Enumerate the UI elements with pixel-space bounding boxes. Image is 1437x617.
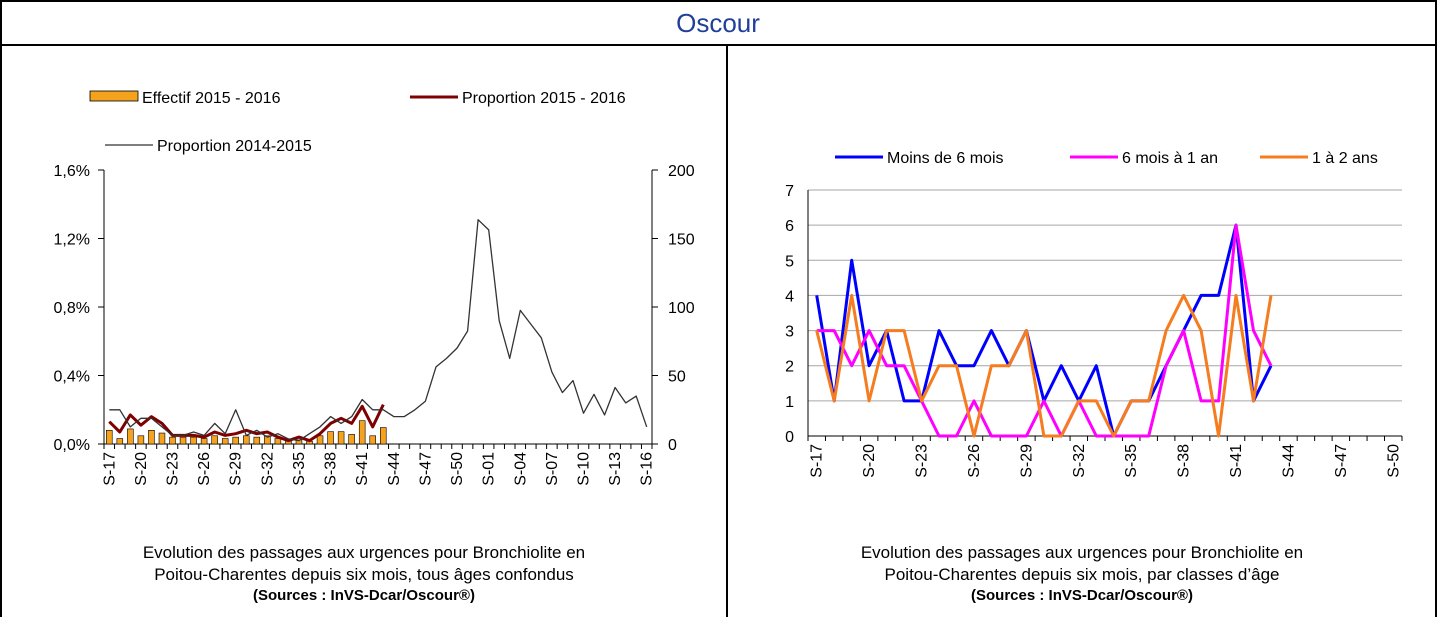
y2-tick-label: 50	[668, 369, 686, 386]
x-tick-label: S-50	[449, 452, 466, 486]
x-tick-label: S-47	[1333, 444, 1350, 478]
y2-tick-label: 0	[668, 437, 677, 454]
y-tick-label: 6	[785, 218, 794, 235]
legend-label: Moins de 6 mois	[887, 150, 1004, 167]
bar	[106, 429, 113, 445]
bar	[243, 435, 250, 445]
x-tick-label: S-38	[323, 452, 340, 486]
series-line	[816, 223, 1273, 438]
y-tick-label: 3	[785, 324, 794, 341]
y2-tick-label: 150	[668, 232, 695, 249]
bar	[221, 438, 229, 445]
bar	[137, 435, 145, 445]
series-line	[815, 293, 1273, 438]
source: (Sources : InVS-Dcar/Oscour®)	[971, 587, 1193, 604]
series-line	[108, 403, 385, 443]
y-tick-label: 0,8%	[54, 300, 90, 317]
y-tick-label: 0,0%	[54, 437, 90, 454]
bar	[179, 436, 187, 445]
x-tick-label: S-41	[354, 452, 371, 486]
legend-label: Proportion 2014-2015	[157, 138, 312, 155]
x-tick-label: S-10	[576, 452, 593, 486]
x-tick-label: S-07	[544, 452, 561, 486]
x-tick-label: S-13	[607, 452, 624, 486]
x-tick-label: S-35	[1123, 444, 1140, 478]
y-tick-label: 1	[785, 394, 794, 411]
bar	[369, 435, 376, 445]
caption: Evolution des passages aux urgences pour…	[143, 543, 585, 584]
x-tick-label: S-26	[966, 444, 983, 478]
series-line	[109, 219, 648, 442]
y-tick-label: 5	[785, 253, 794, 270]
x-tick-label: S-32	[259, 452, 276, 486]
bar	[190, 436, 197, 445]
bar	[148, 429, 155, 445]
x-tick-label: S-44	[1280, 444, 1297, 478]
legend-label: 6 mois à 1 an	[1122, 150, 1218, 167]
x-tick-label: S-23	[914, 444, 931, 478]
x-tick-label: S-38	[1176, 444, 1193, 478]
y-tick-label: 1,2%	[54, 232, 90, 249]
source: (Sources : InVS-Dcar/Oscour®)	[253, 587, 475, 604]
y-tick-label: 0,4%	[54, 369, 90, 386]
x-tick-label: S-44	[386, 452, 403, 486]
bar	[316, 435, 324, 445]
bar	[169, 436, 176, 445]
bar	[200, 438, 208, 445]
x-tick-label: S-23	[165, 452, 182, 486]
x-tick-label: S-04	[512, 452, 529, 486]
x-tick-label: S-16	[639, 452, 656, 486]
legend-label: Effectif 2015 - 2016	[142, 90, 281, 107]
y-tick-label: 4	[785, 288, 794, 305]
x-tick-label: S-17	[101, 452, 118, 486]
bar	[116, 438, 124, 445]
bar	[253, 436, 261, 445]
bar	[327, 431, 334, 445]
bar	[358, 420, 366, 445]
x-tick-label: S-29	[228, 452, 245, 486]
bar	[158, 432, 166, 445]
x-tick-label: S-32	[1071, 444, 1088, 478]
x-tick-label: S-20	[133, 452, 150, 486]
bar	[337, 431, 345, 445]
x-tick-label: S-17	[809, 444, 826, 478]
y-tick-label: 7	[785, 183, 794, 200]
x-tick-label: S-01	[481, 452, 498, 486]
legend-label: 1 à 2 ans	[1312, 150, 1378, 167]
header-title: Oscour	[676, 8, 760, 38]
y2-tick-label: 100	[668, 300, 695, 317]
caption: Evolution des passages aux urgences pour…	[861, 543, 1303, 584]
y2-tick-label: 200	[668, 163, 695, 180]
x-tick-label: S-29	[1018, 444, 1035, 478]
x-tick-label: S-35	[291, 452, 308, 486]
x-tick-label: S-41	[1228, 444, 1245, 478]
x-tick-label: S-47	[417, 452, 434, 486]
x-tick-label: S-50	[1385, 444, 1402, 478]
bar	[348, 434, 355, 445]
y-tick-label: 0	[785, 429, 794, 446]
x-tick-label: S-20	[861, 444, 878, 478]
y-tick-label: 1,6%	[54, 163, 90, 180]
bar	[380, 427, 387, 445]
legend-label: Proportion 2015 - 2016	[462, 90, 626, 107]
bar	[211, 435, 218, 445]
bar	[127, 428, 134, 445]
y-tick-label: 2	[785, 359, 794, 376]
bar	[264, 435, 271, 445]
legend-swatch	[89, 90, 139, 102]
bar	[232, 436, 239, 445]
x-tick-label: S-26	[196, 452, 213, 486]
